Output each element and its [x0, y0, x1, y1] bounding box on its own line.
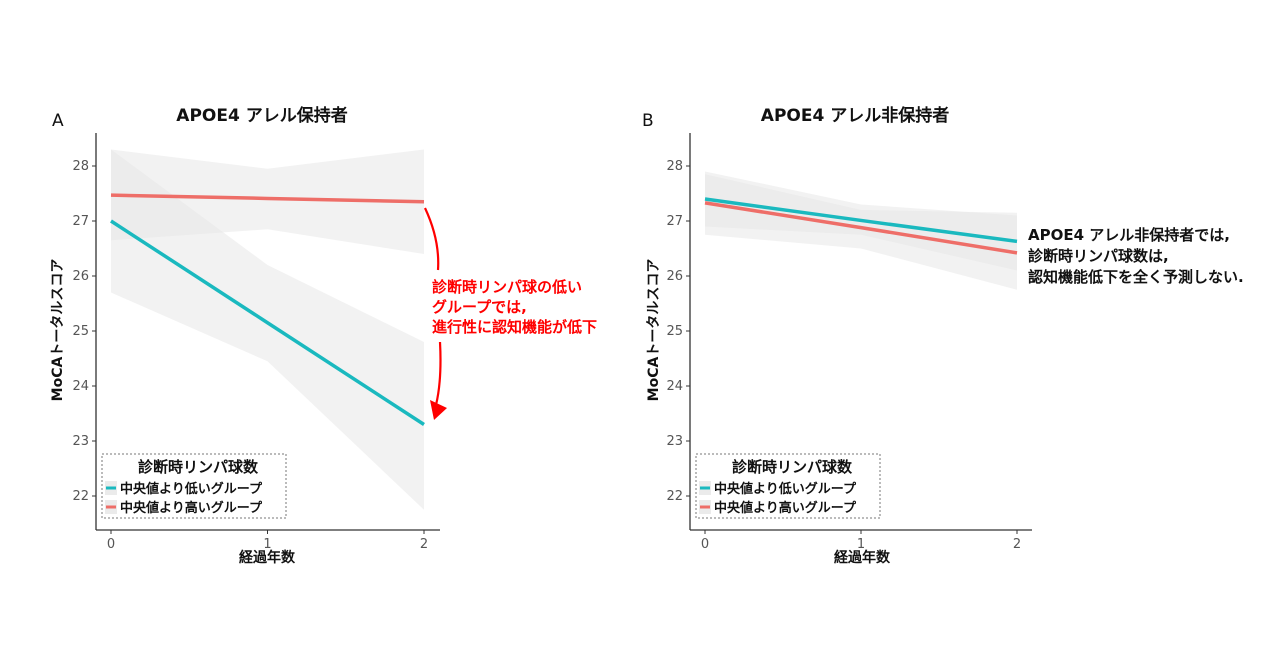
- panel-b-legend-box: [695, 453, 881, 519]
- panel-b-series-line-0: [704, 197, 1018, 244]
- panel-a-tag: A: [52, 111, 64, 131]
- panel-a-ytick-label: 28: [72, 159, 89, 174]
- panel-b-ytick-label: 22: [666, 489, 683, 504]
- panel-a-ytick-label: 23: [72, 434, 89, 449]
- panel-a-annotation-line1: 診断時リンパ球の低い: [432, 278, 582, 296]
- panel-b-ytick-label: 26: [666, 269, 683, 284]
- annotation-arrow-top: [424, 207, 440, 271]
- annotation-arrow-head: [430, 400, 447, 420]
- panel-b-ytick-label: 25: [666, 324, 683, 339]
- panel-b-legend-label-0: 中央値より低いグループ: [714, 481, 857, 497]
- panel-b-ytick-label: 23: [666, 434, 683, 449]
- panel-a-title: APOE4 アレル保持者: [176, 105, 347, 126]
- panel-a-annotation-line3: 進行性に認知機能が低下: [432, 318, 597, 336]
- panel-a-plot: 22 23 24 25 26 27 28 0 1 2 診断時リンパ球数中央値より低いグループ中央値よ…: [72, 133, 440, 552]
- panel-b-ylabel: MoCAトータルスコア: [646, 259, 662, 402]
- panel-a-legend-box: [101, 453, 287, 519]
- panel-a-series-line-0: [110, 219, 425, 426]
- panel-a-xlabel: 経過年数: [239, 549, 296, 566]
- panel-b-annotation-line1: APOE4 アレル非保持者では,: [1028, 226, 1230, 244]
- panel-a-ytick-label: 25: [72, 324, 89, 339]
- panel-a-ytick-label: 24: [72, 379, 89, 394]
- panel-b-ci-ribbon-1: [705, 174, 1017, 290]
- panel-b-legend-label-1: 中央値より高いグループ: [714, 500, 857, 516]
- panel-a-xtick-label: 2: [420, 537, 428, 552]
- panel-b-xtick-label: 1: [857, 537, 865, 552]
- panel-b-annotation-line3: 認知機能低下を全く予測しない.: [1028, 268, 1244, 286]
- panel-b-ytick-label: 24: [666, 379, 683, 394]
- panel-a-legend-title: 診断時リンパ球数: [138, 458, 259, 476]
- panel-a-legend-label-1: 中央値より高いグループ: [120, 500, 263, 516]
- panel-a-ylabel: MoCAトータルスコア: [50, 259, 66, 402]
- panel-a-ci-ribbon-0: [111, 149, 424, 510]
- panel-b-ytick-label: 27: [666, 214, 683, 229]
- panel-b-plot: 22 23 24 25 26 27 28 0 1 2 診断時リンパ球数中央値より低いグループ中央値よ…: [666, 133, 1032, 552]
- panel-b-series-line-1: [704, 201, 1018, 255]
- panel-a-xtick-label: 0: [107, 537, 115, 552]
- panel-a-ytick-label: 22: [72, 489, 89, 504]
- panel-a-annotation-line2: グループでは,: [432, 298, 527, 316]
- panel-b-xtick-label: 0: [701, 537, 709, 552]
- panel-b-xtick-label: 2: [1013, 537, 1021, 552]
- panel-a-series-line-1: [110, 193, 425, 204]
- panel-b-tag: B: [642, 111, 654, 131]
- annotation-arrow-shaft: [434, 341, 442, 406]
- panel-b-title: APOE4 アレル非保持者: [761, 105, 949, 126]
- panel-b-legend-title: 診断時リンパ球数: [732, 458, 853, 476]
- panel-b-annotation-line2: 診断時リンパ球数は,: [1028, 247, 1169, 265]
- panel-a-ci-ribbon-1: [111, 149, 424, 254]
- panel-a-xtick-label: 1: [263, 537, 271, 552]
- panel-a-ytick-label: 26: [72, 269, 89, 284]
- panel-a-legend-label-0: 中央値より低いグループ: [120, 481, 263, 497]
- panel-b-ytick-label: 28: [666, 159, 683, 174]
- panel-a-ytick-label: 27: [72, 214, 89, 229]
- panel-b-xlabel: 経過年数: [834, 549, 891, 566]
